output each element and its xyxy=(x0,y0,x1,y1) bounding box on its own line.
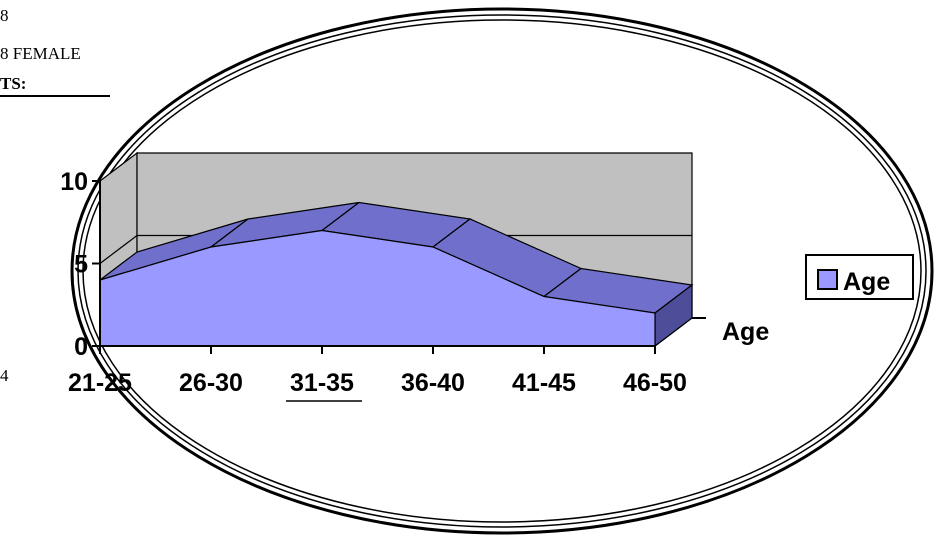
x-tick-label: 21-25 xyxy=(68,369,132,397)
y-tick-label: 0 xyxy=(74,333,88,361)
document-heading: TS: xyxy=(0,74,27,93)
legend-label: Age xyxy=(843,268,890,296)
x-tick-label: 41-45 xyxy=(512,369,576,397)
legend-swatch xyxy=(817,269,838,290)
y-tick-label: 5 xyxy=(74,251,88,279)
area-front-face xyxy=(99,229,656,347)
depth-axis-label: Age xyxy=(722,318,769,346)
document-text-line: 8 FEMALE xyxy=(0,44,81,63)
y-tick-label: 10 xyxy=(60,168,88,196)
oval-frame xyxy=(70,7,934,535)
legend: Age xyxy=(805,254,914,300)
document-text-line: 4 xyxy=(0,366,9,385)
heading-underline xyxy=(0,95,110,97)
x-tick-label: 46-50 xyxy=(623,369,687,397)
x-tick-label: 36-40 xyxy=(401,369,465,397)
x-tick-label: 31-35 xyxy=(290,369,354,397)
x-tick-label: 26-30 xyxy=(179,369,243,397)
document-text-line: 8 xyxy=(0,6,9,25)
